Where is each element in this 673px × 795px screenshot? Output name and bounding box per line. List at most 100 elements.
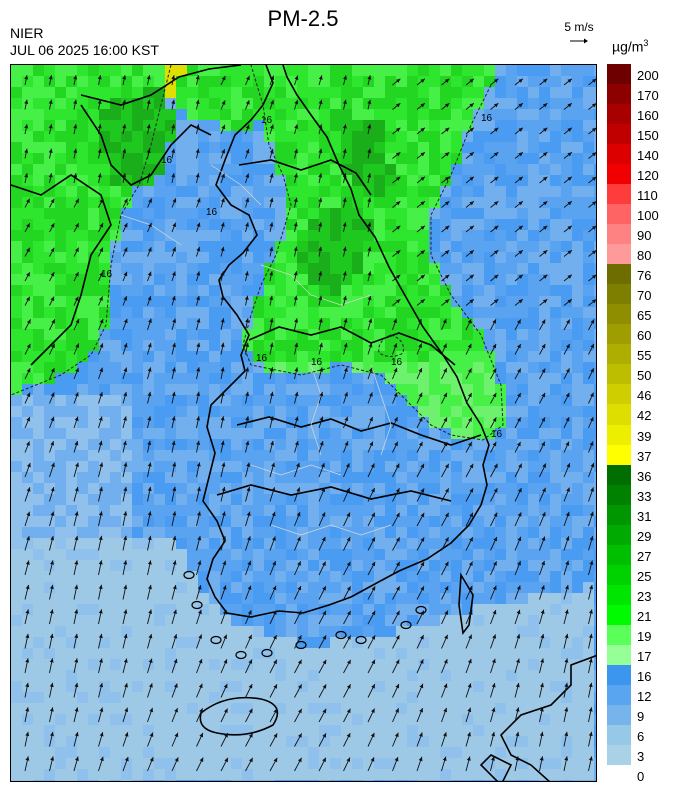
grid-cell xyxy=(11,659,23,671)
grid-cell xyxy=(583,241,595,253)
legend-swatch xyxy=(607,344,631,365)
grid-cell xyxy=(341,703,353,715)
wind-arrow xyxy=(147,416,152,429)
grid-cell xyxy=(253,142,265,154)
legend-label: 16 xyxy=(637,668,652,684)
grid-cell xyxy=(550,373,562,385)
grid-cell xyxy=(308,648,320,660)
grid-cell xyxy=(550,142,562,154)
wind-arrow xyxy=(122,99,127,110)
wind-arrow xyxy=(588,274,596,282)
wind-arrow xyxy=(269,148,274,159)
wind-arrow xyxy=(122,560,128,576)
wind-arrow xyxy=(73,75,78,86)
wind-arrow xyxy=(588,658,593,674)
grid-cell xyxy=(286,109,298,121)
wind-arrow xyxy=(171,367,176,380)
grid-cell xyxy=(418,681,430,693)
grid-cell xyxy=(209,263,221,275)
grid-cell xyxy=(528,549,540,561)
grid-cell xyxy=(165,780,177,781)
grid-cell xyxy=(209,571,221,583)
grid-cell xyxy=(143,769,155,781)
grid-cell xyxy=(308,527,320,539)
grid-cell xyxy=(66,428,78,440)
grid-cell xyxy=(418,703,430,715)
grid-cell xyxy=(594,615,596,627)
grid-cell xyxy=(495,417,507,429)
grid-cell xyxy=(99,65,111,77)
grid-cell xyxy=(297,329,309,341)
grid-cell xyxy=(143,648,155,660)
map-frame[interactable]: 16 16 16 16 16 16 16 16 16 xyxy=(10,64,597,782)
wind-arrow xyxy=(539,487,546,502)
grid-cell xyxy=(495,175,507,187)
grid-cell xyxy=(275,351,287,363)
grid-cell xyxy=(319,494,331,506)
grid-cell xyxy=(330,241,342,253)
grid-cell xyxy=(385,230,397,242)
grid-cell xyxy=(88,384,100,396)
grid-cell xyxy=(253,186,265,198)
grid-cell xyxy=(99,582,111,594)
grid-cell xyxy=(352,274,364,286)
grid-cell xyxy=(572,285,584,297)
grid-cell xyxy=(539,65,551,77)
wind-arrow xyxy=(441,441,448,453)
grid-cell xyxy=(550,714,562,726)
grid-cell xyxy=(539,131,551,143)
grid-cell xyxy=(220,516,232,528)
grid-cell xyxy=(198,362,210,374)
grid-cell xyxy=(132,725,144,737)
grid-cell xyxy=(33,65,45,77)
grid-cell xyxy=(429,142,441,154)
grid-cell xyxy=(11,241,23,253)
wind-arrow xyxy=(539,756,544,772)
grid-cell xyxy=(583,538,595,550)
grid-cell xyxy=(253,593,265,605)
grid-cell xyxy=(154,593,166,605)
grid-cell xyxy=(374,527,386,539)
grid-cell xyxy=(242,681,254,693)
grid-cell xyxy=(242,725,254,737)
grid-cell xyxy=(165,384,177,396)
grid-cell xyxy=(528,417,540,429)
wind-arrow xyxy=(98,731,104,747)
grid-cell xyxy=(88,758,100,770)
legend-swatch xyxy=(607,304,631,325)
wind-arrow xyxy=(24,609,30,625)
grid-cell xyxy=(121,318,133,330)
wind-arrow xyxy=(24,173,29,184)
grid-cell xyxy=(253,615,265,627)
grid-cell xyxy=(220,626,232,638)
grid-cell xyxy=(429,450,441,462)
grid-cell xyxy=(88,153,100,165)
grid-cell xyxy=(253,274,265,286)
grid-cell xyxy=(165,241,177,253)
grid-cell xyxy=(77,340,89,352)
grid-cell xyxy=(220,604,232,616)
grid-cell xyxy=(198,703,210,715)
grid-cell xyxy=(407,549,419,561)
grid-cell xyxy=(396,439,408,451)
grid-cell xyxy=(363,560,375,572)
grid-cell xyxy=(220,472,232,484)
grid-cell xyxy=(308,164,320,176)
grid-cell xyxy=(121,142,133,154)
grid-cell xyxy=(583,461,595,473)
wind-arrow xyxy=(245,391,250,404)
grid-cell xyxy=(231,417,243,429)
wind-arrow xyxy=(269,560,277,576)
wind-arrow xyxy=(539,78,548,86)
grid-cell xyxy=(275,615,287,627)
grid-cell xyxy=(176,571,188,583)
grid-cell xyxy=(352,318,364,330)
grid-cell xyxy=(363,450,375,462)
grid-cell xyxy=(198,461,210,473)
grid-cell xyxy=(572,186,584,198)
grid-cell xyxy=(88,692,100,704)
grid-cell xyxy=(451,87,463,99)
grid-cell xyxy=(583,395,595,407)
grid-cell xyxy=(165,87,177,99)
